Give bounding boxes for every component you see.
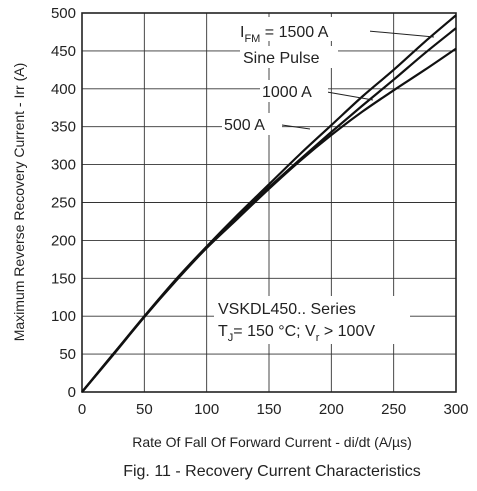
x-tick-label: 0 (78, 401, 86, 418)
x-tick-label: 100 (194, 401, 219, 418)
y-tick-labels: 0 50 100 150 200 250 300 350 400 450 500 (51, 5, 76, 401)
x-tick-labels: 0 50 100 150 200 250 300 (78, 401, 469, 418)
y-axis-label: Maximum Reverse Recovery Current - Irr (… (11, 63, 27, 342)
annotation-ifm: IFM = 1500 A (240, 24, 329, 45)
annotation-conditions: TJ= 150 °C; Vr > 100V (218, 323, 375, 344)
x-tick-label: 200 (319, 401, 344, 418)
pointer-line-1000a (326, 91, 374, 101)
y-tick-label: 150 (51, 270, 76, 287)
label-bg-500a (222, 113, 282, 135)
pointer-line-1500a (367, 30, 435, 38)
x-tick-label: 250 (381, 401, 406, 418)
plot-frame (81, 12, 457, 393)
x-tick-label: 50 (136, 401, 153, 418)
y-tick-label: 500 (51, 5, 76, 22)
label-bg-series (214, 296, 410, 344)
annotation-series-name: VSKDL450.. Series (218, 301, 356, 318)
y-tick-label: 350 (51, 119, 76, 136)
figure-caption: Fig. 11 - Recovery Current Characteristi… (123, 463, 421, 480)
series-line-500a (81, 47, 457, 393)
y-tick-label: 450 (51, 43, 76, 60)
x-tick-label: 150 (256, 401, 281, 418)
label-bg-1500a (236, 17, 370, 41)
y-tick-label: 100 (51, 308, 76, 325)
y-tick-label: 300 (51, 157, 76, 174)
series-lines (81, 14, 457, 393)
x-axis-label: Rate Of Fall Of Forward Current - di/dt … (132, 434, 412, 450)
label-bg-pulse (240, 46, 338, 68)
annotation-500a: 500 A (224, 117, 265, 134)
y-tick-label: 200 (51, 232, 76, 249)
y-tick-label: 400 (51, 81, 76, 98)
annotation-sine-pulse: Sine Pulse (243, 50, 320, 67)
pointer-line-500a (281, 124, 311, 130)
y-tick-label: 0 (68, 384, 76, 401)
y-tick-label: 250 (51, 195, 76, 212)
x-tick-label: 300 (443, 401, 468, 418)
label-bg-1000a (260, 80, 328, 102)
y-tick-label: 50 (59, 346, 76, 363)
annotation-1000a: 1000 A (262, 84, 312, 101)
